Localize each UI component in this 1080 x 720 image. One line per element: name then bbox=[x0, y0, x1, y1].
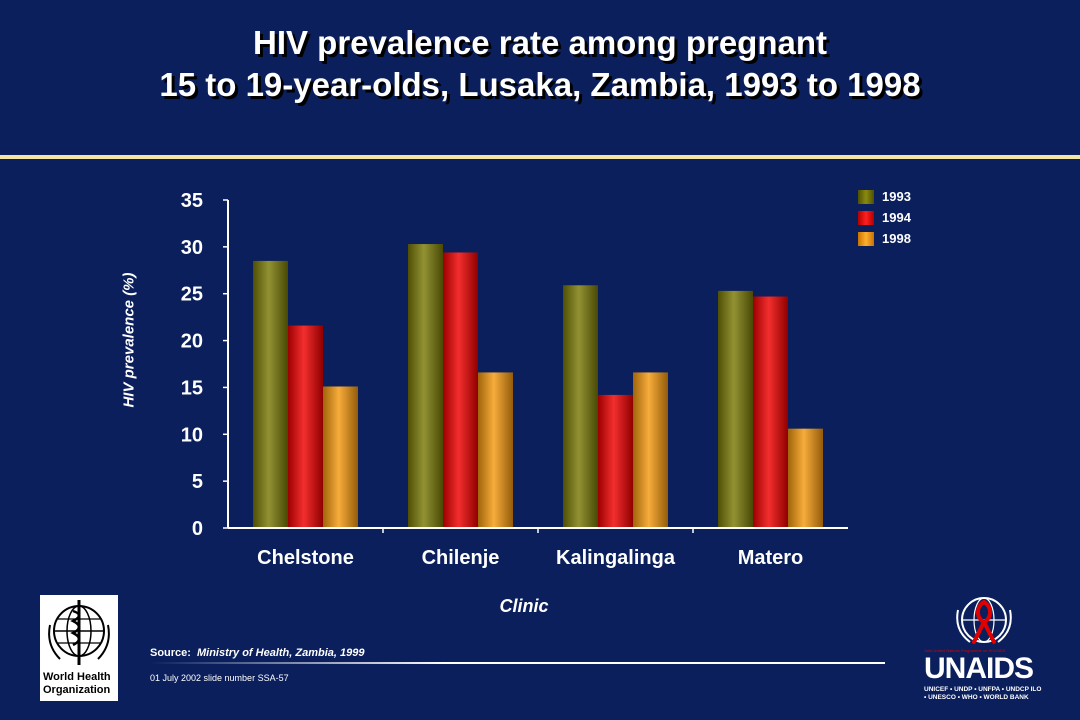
y-tick-label: 10 bbox=[181, 424, 203, 446]
slide-title: HIV prevalence rate among pregnant 15 to… bbox=[0, 22, 1080, 106]
who-emblem-icon bbox=[48, 600, 110, 665]
legend-item-1998: 1998 bbox=[858, 228, 911, 249]
bar-matero-1993 bbox=[718, 290, 753, 528]
x-tick-label-kalingalinga: Kalingalinga bbox=[556, 547, 676, 569]
source-divider bbox=[150, 662, 885, 664]
bar-kalingalinga-1998 bbox=[633, 372, 668, 528]
y-axis-label: HIV prevalence (%) bbox=[120, 272, 138, 408]
source-line: Source: Ministry of Health, Zambia, 1999 bbox=[150, 647, 364, 659]
bar-kalingalinga-1993 bbox=[563, 285, 598, 528]
y-tick-label: 35 bbox=[181, 190, 203, 212]
who-logo-text: World Health Organization bbox=[43, 671, 111, 696]
legend-label-1998: 1998 bbox=[882, 231, 911, 246]
unaids-sponsors: UNICEF • UNDP • UNFPA • UNDCP ILO • UNES… bbox=[924, 686, 1042, 701]
legend-swatch-1993 bbox=[858, 189, 874, 204]
legend-swatch-1998 bbox=[858, 231, 874, 246]
slide-number-note: 01 July 2002 slide number SSA-57 bbox=[150, 673, 289, 683]
y-tick-label: 0 bbox=[192, 518, 203, 540]
bar-chilenje-1994 bbox=[443, 252, 478, 529]
y-tick-label: 15 bbox=[181, 377, 203, 399]
x-tick-label-chilenje: Chilenje bbox=[422, 547, 500, 569]
x-axis-label: Clinic bbox=[499, 596, 549, 616]
bar-chilenje-1993 bbox=[408, 244, 443, 528]
source-text: Ministry of Health, Zambia, 1999 bbox=[196, 647, 365, 659]
bar-chelstone-1994 bbox=[288, 325, 323, 528]
bar-kalingalinga-1994 bbox=[598, 394, 633, 528]
source-label: Source: bbox=[150, 647, 191, 659]
y-tick-label: 30 bbox=[181, 237, 203, 259]
unaids-logo: Joint United Nations Programme on HIV/AI… bbox=[922, 592, 1042, 710]
legend-label-1993: 1993 bbox=[882, 189, 911, 204]
title-line-2: 15 to 19-year-olds, Lusaka, Zambia, 1993… bbox=[159, 66, 921, 103]
bar-matero-1998 bbox=[788, 428, 823, 528]
legend-swatch-1994 bbox=[858, 210, 874, 225]
legend-item-1993: 1993 bbox=[858, 186, 911, 207]
bar-matero-1994 bbox=[753, 296, 788, 528]
legend-label-1994: 1994 bbox=[882, 210, 911, 225]
x-tick-label-matero: Matero bbox=[738, 547, 804, 569]
y-tick-label: 25 bbox=[181, 284, 203, 306]
title-line-1: HIV prevalence rate among pregnant bbox=[252, 24, 827, 61]
y-tick-label: 5 bbox=[192, 471, 203, 493]
bar-chelstone-1998 bbox=[323, 386, 358, 528]
who-logo: World Health Organization bbox=[40, 595, 118, 701]
legend-item-1994: 1994 bbox=[858, 207, 911, 228]
bar-chelstone-1993 bbox=[253, 260, 288, 528]
unaids-tagline: Joint United Nations Programme on HIV/AI… bbox=[924, 648, 1006, 653]
y-tick-label: 20 bbox=[181, 331, 203, 353]
unaids-wordmark: UNAIDS bbox=[924, 652, 1034, 685]
title-divider bbox=[0, 155, 1080, 159]
chart-legend: 1993 1994 1998 bbox=[858, 186, 911, 249]
x-tick-label-chelstone: Chelstone bbox=[257, 547, 354, 569]
bar-chilenje-1998 bbox=[478, 372, 513, 528]
un-emblem-icon bbox=[956, 597, 1012, 644]
